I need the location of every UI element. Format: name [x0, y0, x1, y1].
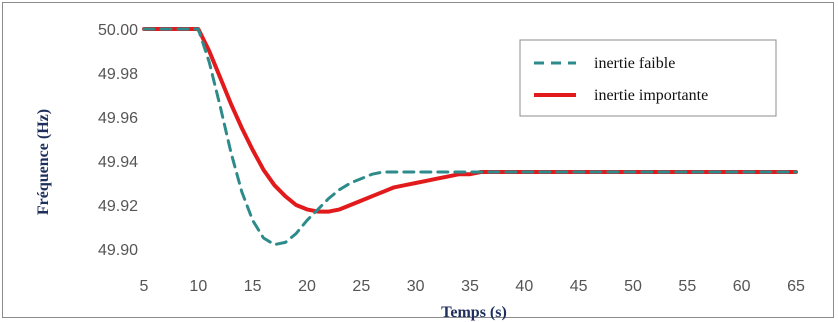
x-tick-label: 20: [298, 278, 316, 295]
x-tick-label: 40: [515, 278, 533, 295]
legend-box: [519, 39, 777, 117]
x-tick-label: 55: [678, 278, 696, 295]
x-tick-label: 45: [570, 278, 588, 295]
x-tick-label: 50: [624, 278, 642, 295]
x-tick-label: 60: [733, 278, 751, 295]
x-axis-ticks: 5 10 15 20 25 30 35 40 45 50 55 60 65: [140, 278, 805, 295]
x-tick-label: 5: [140, 278, 149, 295]
y-tick-label: 49.96: [98, 110, 138, 127]
x-tick-label: 35: [461, 278, 479, 295]
series-line-inertie-faible: [142, 27, 798, 247]
legend-label-inertie-importante: inertie importante: [594, 87, 708, 104]
x-axis-title: Temps (s): [441, 304, 507, 321]
y-axis-title: Fréquence (Hz): [35, 109, 52, 215]
legend: inertie faible inertie importante: [519, 39, 777, 117]
y-tick-label: 49.98: [98, 66, 138, 83]
y-axis-ticks: 50.00 49.98 49.96 49.94 49.92 49.90: [98, 22, 138, 259]
series-lines: [142, 27, 798, 247]
legend-label-inertie-faible: inertie faible: [594, 55, 675, 72]
x-tick-label: 65: [787, 278, 805, 295]
x-tick-label: 15: [244, 278, 262, 295]
y-tick-label: 49.94: [98, 154, 138, 171]
x-tick-label: 10: [189, 278, 207, 295]
y-tick-label: 49.92: [98, 198, 138, 215]
y-tick-label: 50.00: [98, 22, 138, 39]
y-tick-label: 49.90: [98, 242, 138, 259]
x-tick-label: 25: [352, 278, 370, 295]
x-tick-label: 30: [407, 278, 425, 295]
